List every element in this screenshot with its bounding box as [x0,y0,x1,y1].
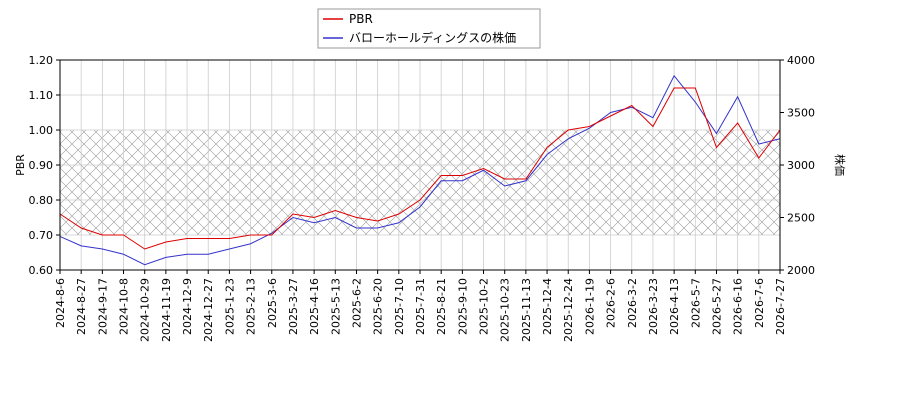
x-tick-label: 2026-2-6 [605,278,618,328]
y-axis-label: PBR [14,154,27,176]
x-tick-label: 2025-5-13 [329,278,342,335]
x-tick-label: 2026-6-16 [732,278,745,335]
legend-label: バローホールディングスの株価 [349,30,516,45]
x-tick-label: 2025-11-13 [520,278,533,342]
x-tick-label: 2026-4-13 [668,278,681,335]
x-tick-label: 2026-3-2 [626,278,639,328]
x-tick-label: 2024-12-9 [181,278,194,335]
x-tick-label: 2026-7-27 [774,278,787,335]
y-tick-label: 0.60 [29,264,54,277]
x-tick-label: 2024-10-29 [139,278,152,342]
x-tick-label: 2026-5-27 [710,278,723,335]
x-tick-label: 2026-7-6 [753,278,766,328]
x-tick-label: 2025-4-16 [308,278,321,335]
y2-axis-label: 株価 [833,154,847,176]
x-tick-label: 2025-1-23 [223,278,236,335]
y-tick-label: 1.00 [29,124,54,137]
x-tick-label: 2025-8-21 [435,278,448,335]
legend: PBR バローホールディングスの株価 [317,8,541,49]
x-tick-label: 2026-3-23 [647,278,660,335]
y-tick-label: 0.90 [29,159,54,172]
x-tick-label: 2025-10-23 [499,278,512,342]
y2-tick-label: 3500 [787,107,815,120]
x-tick-label: 2025-12-24 [562,278,575,342]
x-tick-label: 2025-10-2 [478,278,491,335]
y2-tick-label: 4000 [787,54,815,67]
line-series [59,87,781,250]
line-series [59,74,781,266]
x-tick-label: 2025-7-10 [393,278,406,335]
x-tick-label: 2024-8-27 [75,278,88,335]
x-tick-label: 2026-1-19 [583,278,596,335]
x-tick-label: 2024-9-17 [96,278,109,335]
legend-label: PBR [349,12,373,26]
y-tick-label: 1.20 [29,54,54,67]
x-tick-label: 2026-5-7 [689,278,702,328]
x-tick-label: 2025-3-27 [287,278,300,335]
x-tick-label: 2024-11-19 [160,278,173,342]
x-tick-label: 2025-7-31 [414,278,427,335]
y2-tick-label: 2500 [787,212,815,225]
plot-frame [59,59,781,271]
x-tick-label: 2025-6-2 [350,278,363,328]
x-tick-label: 2025-3-6 [266,278,279,328]
x-tick-label: 2024-8-6 [54,278,67,328]
x-tick-label: 2025-9-10 [456,278,469,335]
y-tick-label: 1.10 [29,89,54,102]
y2-tick-label: 2000 [787,264,815,277]
y2-tick-label: 3000 [787,159,815,172]
x-tick-label: 2024-12-27 [202,278,215,342]
y-tick-label: 0.80 [29,194,54,207]
x-tick-label: 2025-12-4 [541,278,554,335]
x-tick-label: 2024-10-8 [118,278,131,335]
legend-box [317,8,541,49]
x-tick-label: 2025-2-13 [245,278,258,335]
x-tick-label: 2025-6-20 [372,278,385,335]
y-tick-label: 0.70 [29,229,54,242]
